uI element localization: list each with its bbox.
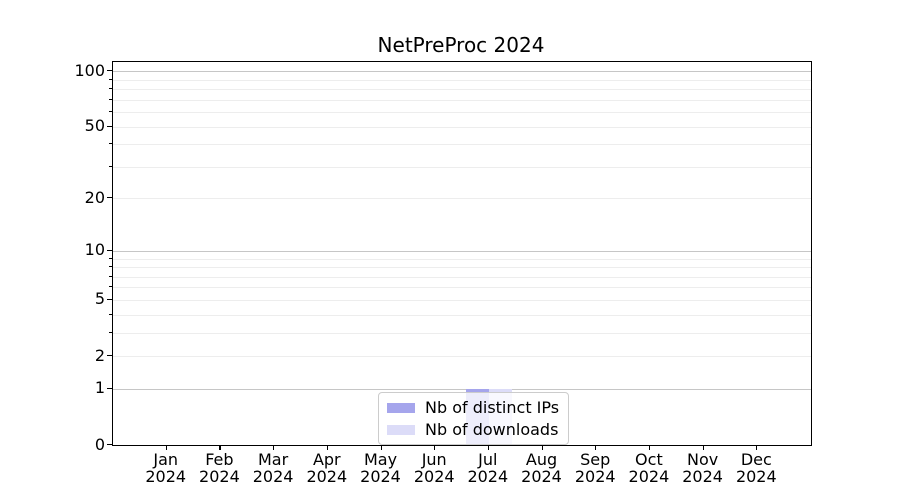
y-minor-tick xyxy=(109,286,112,288)
x-tick-label: Apr 2024 xyxy=(306,450,348,486)
y-minor-tick xyxy=(109,165,112,167)
legend: Nb of distinct IPs Nb of downloads xyxy=(378,392,570,445)
legend-swatch-downloads-icon xyxy=(387,424,415,435)
x-tick-label: May 2024 xyxy=(360,450,401,486)
minor-gridline xyxy=(113,198,811,200)
x-tick xyxy=(273,445,275,450)
y-tick-label: 5 xyxy=(94,289,105,309)
minor-gridline xyxy=(113,267,811,268)
x-tick xyxy=(165,445,167,450)
x-tick xyxy=(756,445,758,450)
y-tick-label: 10 xyxy=(84,240,105,260)
x-tick-label: Jan 2024 xyxy=(145,450,187,486)
x-tick-label: Aug 2024 xyxy=(521,450,562,486)
x-tick-label: Sep 2024 xyxy=(574,450,616,486)
x-tick-label: Mar 2024 xyxy=(252,450,294,486)
minor-gridline xyxy=(113,111,811,113)
y-tick xyxy=(107,387,112,389)
x-tick-label: Dec 2024 xyxy=(735,450,777,486)
y-minor-tick xyxy=(109,313,112,315)
x-tick-label: Feb 2024 xyxy=(199,450,240,486)
major-gridline xyxy=(113,71,811,73)
x-tick xyxy=(487,445,489,450)
y-tick-label: 20 xyxy=(84,187,105,207)
y-minor-tick xyxy=(109,78,112,80)
minor-gridline xyxy=(113,332,811,334)
y-tick xyxy=(107,249,112,251)
y-tick-label: 1 xyxy=(94,378,105,398)
minor-gridline xyxy=(113,258,811,260)
x-tick xyxy=(380,445,382,450)
y-tick-label: 100 xyxy=(74,60,105,80)
y-tick-label: 2 xyxy=(94,345,105,365)
x-tick-label: Jun 2024 xyxy=(413,450,455,486)
y-minor-tick xyxy=(109,98,112,100)
legend-swatch-distinct-ips-icon xyxy=(387,402,415,413)
legend-entry-downloads: Nb of downloads xyxy=(387,420,559,439)
y-tick xyxy=(107,444,112,446)
major-gridline xyxy=(113,250,811,252)
y-minor-tick xyxy=(109,355,112,357)
y-minor-tick xyxy=(109,331,112,333)
y-minor-tick xyxy=(109,275,112,277)
y-tick-label: 50 xyxy=(84,116,105,135)
minor-gridline xyxy=(113,99,811,101)
x-tick-label: Nov 2024 xyxy=(682,450,723,486)
x-tick xyxy=(648,445,651,450)
minor-gridline xyxy=(113,287,811,289)
minor-gridline xyxy=(113,356,811,357)
y-tick-label: 0 xyxy=(94,434,105,454)
x-tick xyxy=(595,445,597,450)
x-tick xyxy=(219,445,221,450)
y-minor-tick xyxy=(109,125,112,127)
x-tick xyxy=(434,445,436,450)
y-minor-tick xyxy=(109,143,112,145)
major-gridline xyxy=(113,388,811,390)
y-minor-tick xyxy=(109,266,112,268)
minor-gridline xyxy=(113,89,811,90)
legend-label-downloads: Nb of downloads xyxy=(425,420,559,439)
minor-gridline xyxy=(113,166,811,168)
minor-gridline xyxy=(113,314,811,316)
minor-gridline xyxy=(113,276,811,278)
x-tick-label: Jul 2024 xyxy=(467,450,509,486)
x-tick xyxy=(326,445,328,450)
y-minor-tick xyxy=(109,88,112,90)
minor-gridline xyxy=(113,79,811,81)
minor-gridline xyxy=(113,144,811,146)
x-tick xyxy=(702,445,704,450)
legend-entry-distinct-ips: Nb of distinct IPs xyxy=(387,398,559,417)
y-minor-tick xyxy=(109,197,112,199)
y-minor-tick xyxy=(109,298,112,300)
plot-area: Nb of distinct IPs Nb of downloads xyxy=(112,61,812,446)
y-tick xyxy=(107,70,112,72)
legend-label-distinct-ips: Nb of distinct IPs xyxy=(425,398,560,417)
y-minor-tick xyxy=(109,257,112,259)
x-tick-label: Oct 2024 xyxy=(628,450,670,486)
x-tick xyxy=(541,445,543,450)
minor-gridline xyxy=(113,126,811,128)
chart-title: NetPreProc 2024 xyxy=(377,33,545,57)
y-minor-tick xyxy=(109,110,112,113)
minor-gridline xyxy=(113,299,811,301)
